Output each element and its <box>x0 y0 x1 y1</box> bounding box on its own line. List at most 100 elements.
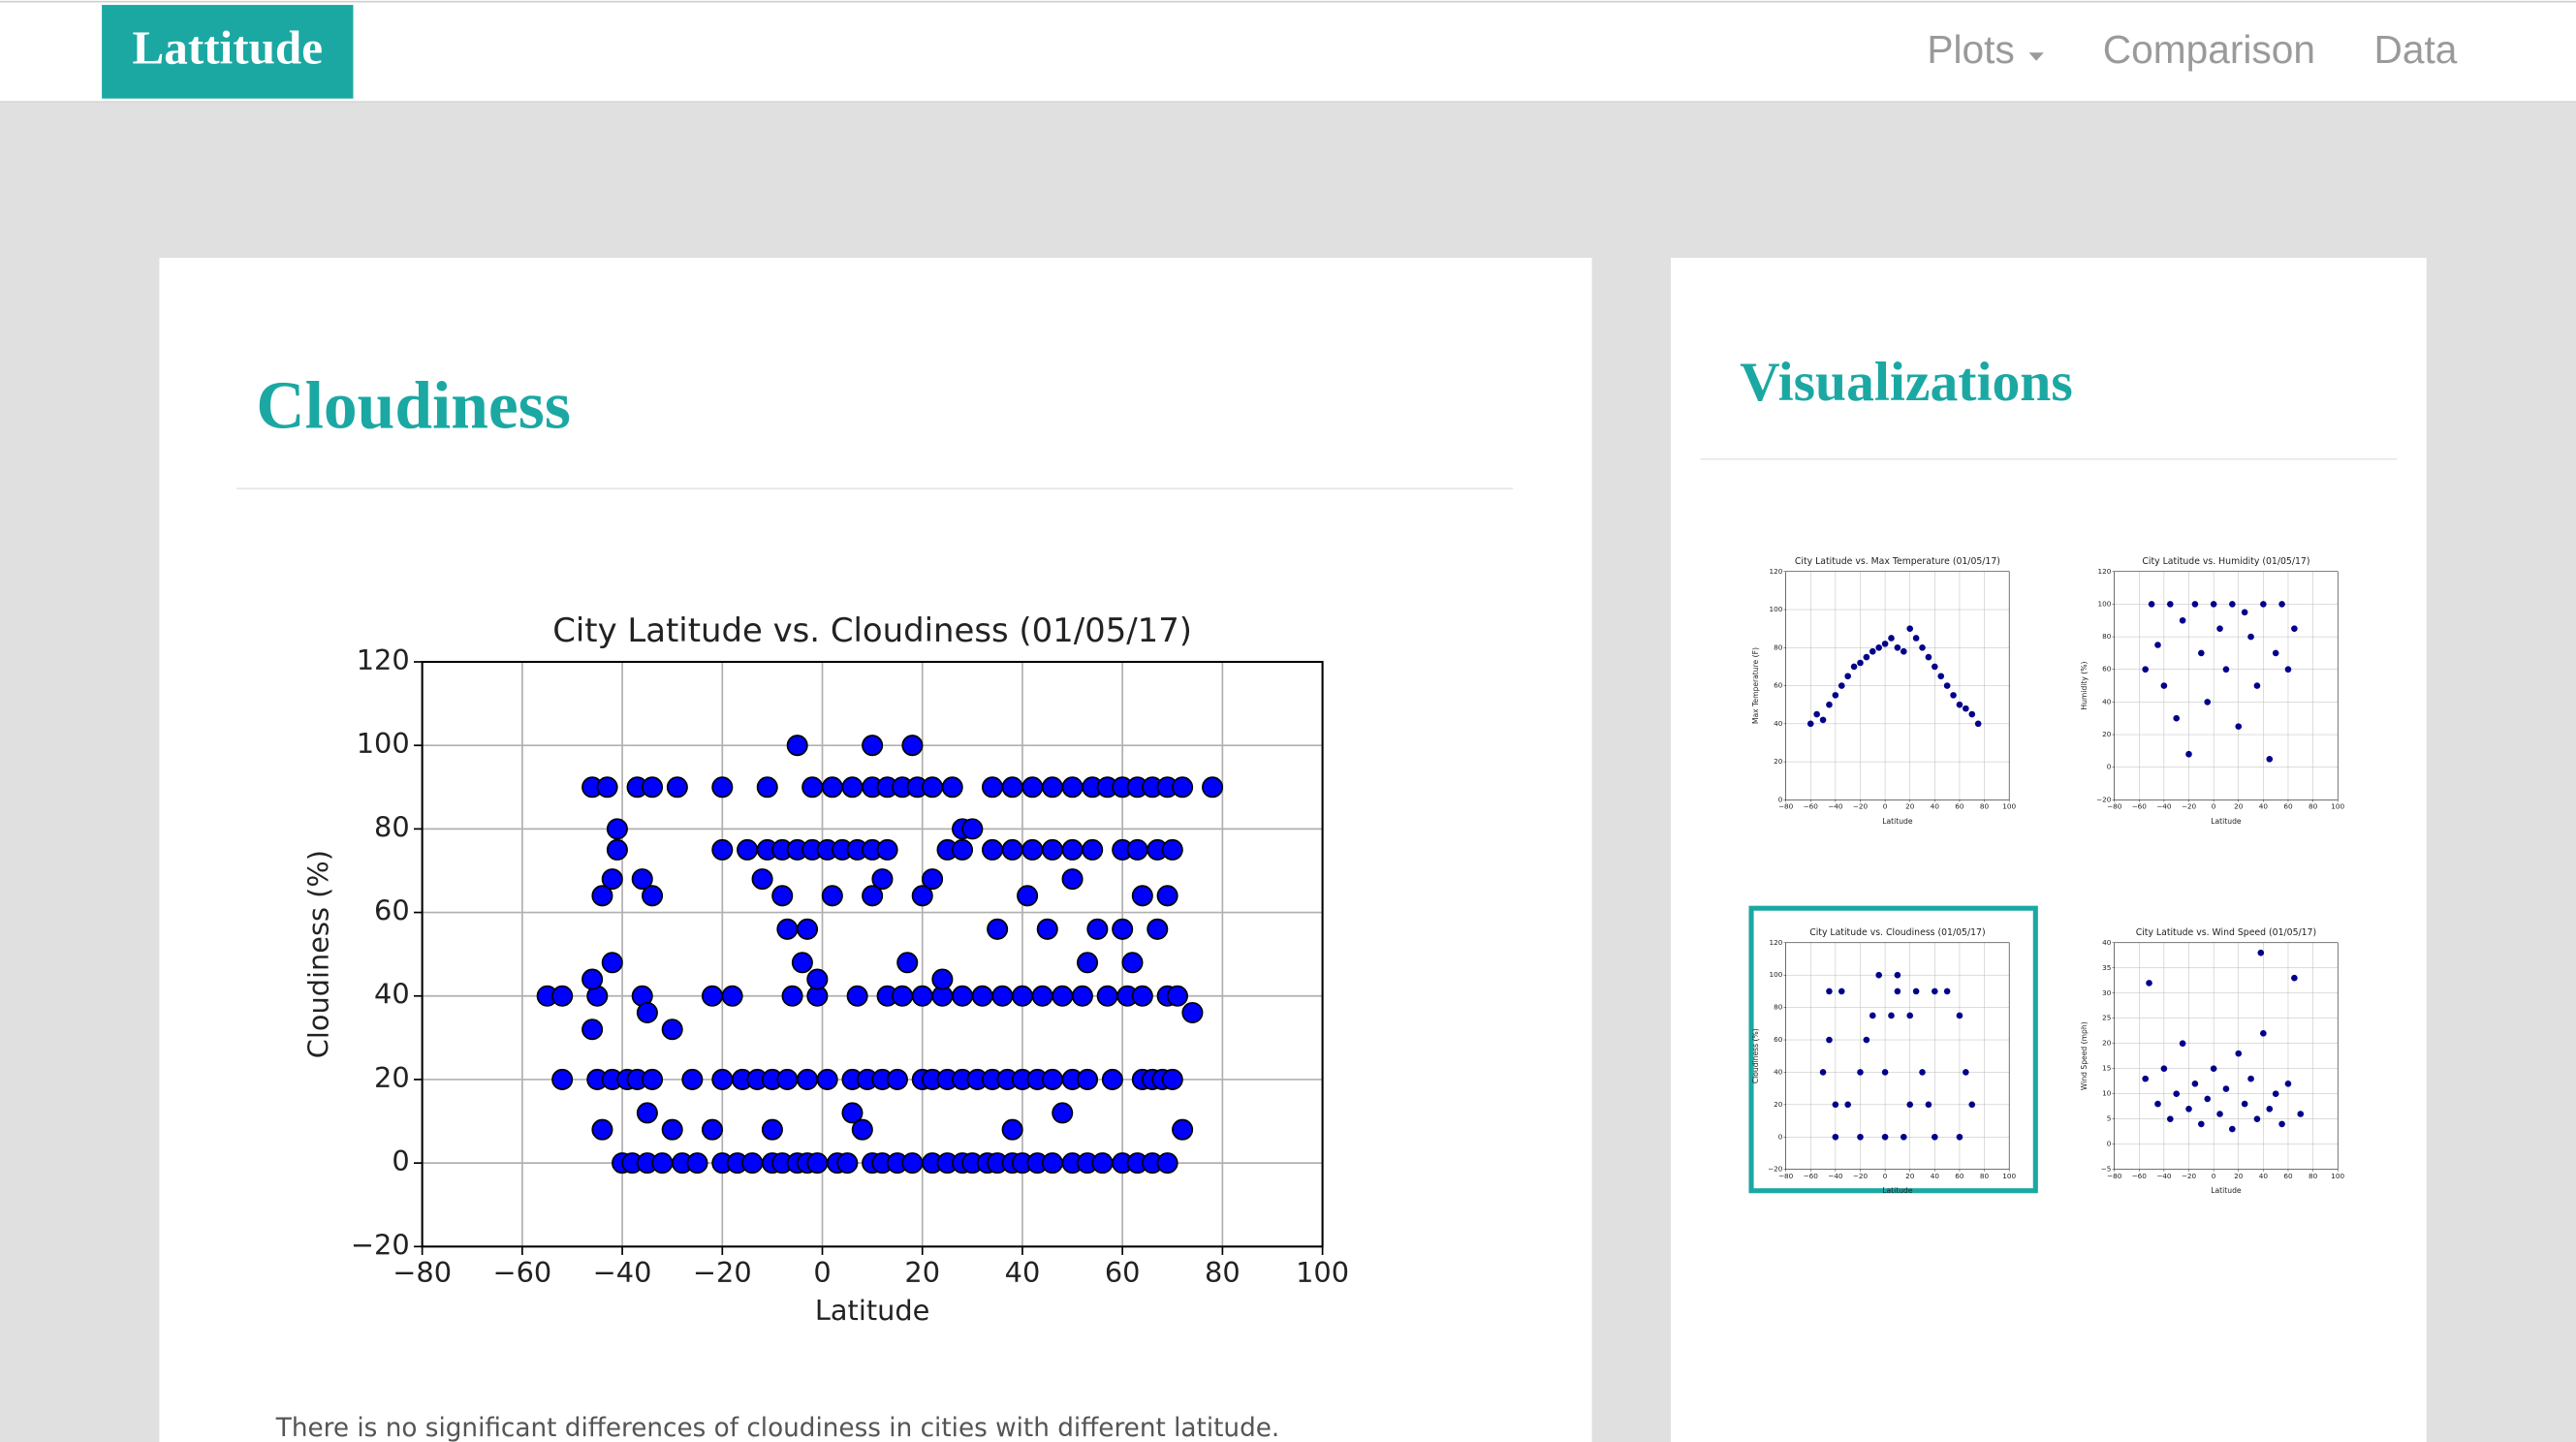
data-point <box>2229 601 2236 608</box>
x-tick-label: 0 <box>1883 1172 1888 1180</box>
x-tick-label: 80 <box>1205 1256 1241 1289</box>
data-point <box>2229 1125 2236 1133</box>
data-point <box>846 985 868 1007</box>
data-point <box>1061 838 1084 861</box>
brand-box[interactable] <box>102 5 354 99</box>
y-tick-label: 80 <box>1774 1003 1783 1012</box>
x-axis-label: Latitude <box>1882 817 1913 826</box>
x-tick-label: 0 <box>1883 802 1888 811</box>
y-tick-label: 60 <box>1774 681 1783 690</box>
data-point <box>1031 985 1053 1007</box>
data-point <box>631 868 653 891</box>
data-point <box>1832 1101 1839 1109</box>
x-tick-label: 100 <box>2331 1172 2344 1180</box>
nav-link[interactable]: Plots <box>1927 27 2014 72</box>
data-point <box>581 1019 604 1041</box>
nav-link[interactable]: Comparison <box>2103 27 2315 72</box>
y-tick-label: 20 <box>1774 1100 1783 1109</box>
data-point <box>591 885 613 907</box>
data-point <box>1968 1101 1976 1109</box>
nav-link[interactable]: Data <box>2373 27 2457 72</box>
plot-frame <box>1785 942 2010 1170</box>
data-point <box>1819 1069 1827 1076</box>
chart-title: City Latitude vs. Wind Speed (01/05/17) <box>2136 927 2316 938</box>
data-point <box>2198 649 2205 657</box>
x-tick-label: −80 <box>1778 1172 1794 1180</box>
data-point <box>1963 705 1969 712</box>
data-point <box>551 1068 574 1090</box>
data-point <box>751 868 773 891</box>
data-point <box>1202 776 1224 799</box>
y-tick-label: 40 <box>374 978 410 1011</box>
data-point <box>661 1019 683 1041</box>
y-tick-label: −20 <box>2096 795 2112 803</box>
x-tick-label: −60 <box>1804 1172 1819 1180</box>
y-tick-label: 30 <box>2102 988 2112 997</box>
data-point <box>1001 838 1023 861</box>
data-point <box>911 985 933 1007</box>
data-point <box>2185 750 2192 758</box>
brand[interactable]: Lattitude <box>132 21 323 75</box>
data-point <box>911 885 933 907</box>
navbar <box>0 0 2576 103</box>
data-point <box>2160 1065 2168 1073</box>
y-tick-label: 100 <box>2098 599 2112 608</box>
main-heading: Cloudiness <box>256 368 570 443</box>
chart-title: City Latitude vs. Humidity (01/05/17) <box>2142 556 2309 567</box>
data-point <box>1126 838 1148 861</box>
data-point <box>1112 918 1134 940</box>
data-point <box>711 1068 734 1090</box>
data-point <box>901 735 924 757</box>
data-point <box>1021 776 1044 799</box>
data-point <box>797 1068 819 1090</box>
x-tick-label: 40 <box>2259 1172 2269 1180</box>
data-point <box>1850 663 1858 671</box>
data-point <box>1844 1101 1851 1109</box>
data-point <box>2297 1111 2305 1117</box>
data-point <box>841 1102 864 1124</box>
data-point <box>2173 1090 2181 1098</box>
data-point <box>1875 643 1882 651</box>
data-point <box>1096 985 1118 1007</box>
data-point <box>2216 1111 2223 1117</box>
data-point <box>1881 1133 1889 1141</box>
data-point <box>1166 985 1188 1007</box>
data-point <box>821 776 843 799</box>
x-tick-label: −20 <box>1853 1172 1869 1180</box>
y-axis-label: Cloudiness (%) <box>1751 1028 1760 1083</box>
x-tick-label: −40 <box>2156 802 2172 811</box>
x-tick-label: 60 <box>2283 802 2293 811</box>
y-tick-label: 5 <box>2107 1114 2112 1123</box>
data-point <box>786 735 808 757</box>
data-point <box>2235 723 2243 730</box>
data-point <box>892 985 914 1007</box>
y-tick-label: 20 <box>2102 730 2112 738</box>
chart-title: City Latitude vs. Cloudiness (01/05/17) <box>1809 927 1985 938</box>
data-point <box>711 838 734 861</box>
data-point <box>606 838 628 861</box>
sidebar-card <box>1670 258 2427 1442</box>
data-point <box>941 776 963 799</box>
data-point <box>1052 1102 1074 1124</box>
data-point <box>2191 1081 2199 1087</box>
data-point <box>601 868 623 891</box>
thumbnail-highlight[interactable] <box>1748 905 2038 1194</box>
data-point <box>737 838 759 861</box>
data-point <box>2198 1120 2205 1128</box>
y-tick-label: 20 <box>1774 757 1783 766</box>
y-tick-label: 100 <box>1769 970 1782 979</box>
x-tick-label: 100 <box>1296 1256 1349 1289</box>
y-tick-label: 120 <box>1769 938 1782 947</box>
dropdown-caret[interactable] <box>2028 52 2044 61</box>
y-tick-label: 25 <box>2102 1014 2111 1022</box>
data-point <box>1974 720 1982 728</box>
y-tick-label: 40 <box>2102 938 2112 947</box>
data-point <box>2253 682 2261 689</box>
plot-frame <box>2114 571 2339 800</box>
data-point <box>636 1102 658 1124</box>
data-point <box>816 1068 838 1090</box>
data-point <box>2260 601 2267 608</box>
data-point <box>2272 1090 2279 1098</box>
x-tick-label: 0 <box>2212 1172 2216 1180</box>
